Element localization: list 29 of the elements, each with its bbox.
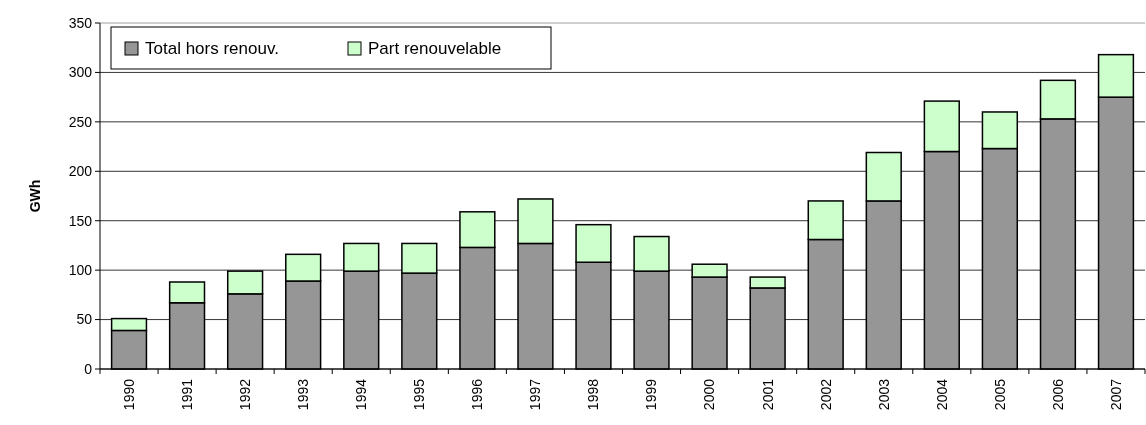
x-tick-label: 2004: [933, 378, 950, 411]
x-tick-label: 1991: [178, 378, 195, 411]
y-tick-label: 200: [68, 163, 93, 180]
y-tick-label: 300: [68, 64, 93, 81]
x-tick-label: 1999: [643, 378, 660, 411]
x-tick-label: 1998: [585, 378, 602, 411]
x-tick-label: 2006: [1049, 378, 1066, 411]
x-tick-label: 2003: [875, 378, 892, 411]
y-tick-label: 250: [68, 113, 93, 130]
y-tick-label: 100: [68, 262, 93, 279]
legend-label: Part renouvelable: [368, 38, 502, 58]
x-tick-label: 1996: [469, 378, 486, 411]
x-tick-label: 2002: [817, 378, 834, 411]
y-axis-title: GWh: [27, 179, 43, 213]
x-tick-label: 1997: [527, 378, 544, 411]
x-tick-label: 1992: [237, 378, 254, 411]
x-tick-label: 2005: [991, 378, 1008, 411]
y-tick-label: 350: [68, 14, 93, 31]
y-tick-label: 150: [68, 212, 93, 229]
x-tick-label: 1990: [120, 378, 137, 411]
x-tick-label: 2000: [701, 378, 718, 411]
y-tick-label: 50: [76, 311, 93, 328]
x-tick-label: 1994: [353, 378, 370, 411]
legend-label: Total hors renouv.: [145, 38, 279, 58]
y-tick-label: 0: [84, 360, 93, 377]
x-tick-label: 2001: [759, 378, 776, 411]
x-tick-label: 1995: [411, 378, 428, 411]
x-tick-label: 1993: [295, 378, 312, 411]
x-tick-label: 2007: [1107, 378, 1124, 411]
